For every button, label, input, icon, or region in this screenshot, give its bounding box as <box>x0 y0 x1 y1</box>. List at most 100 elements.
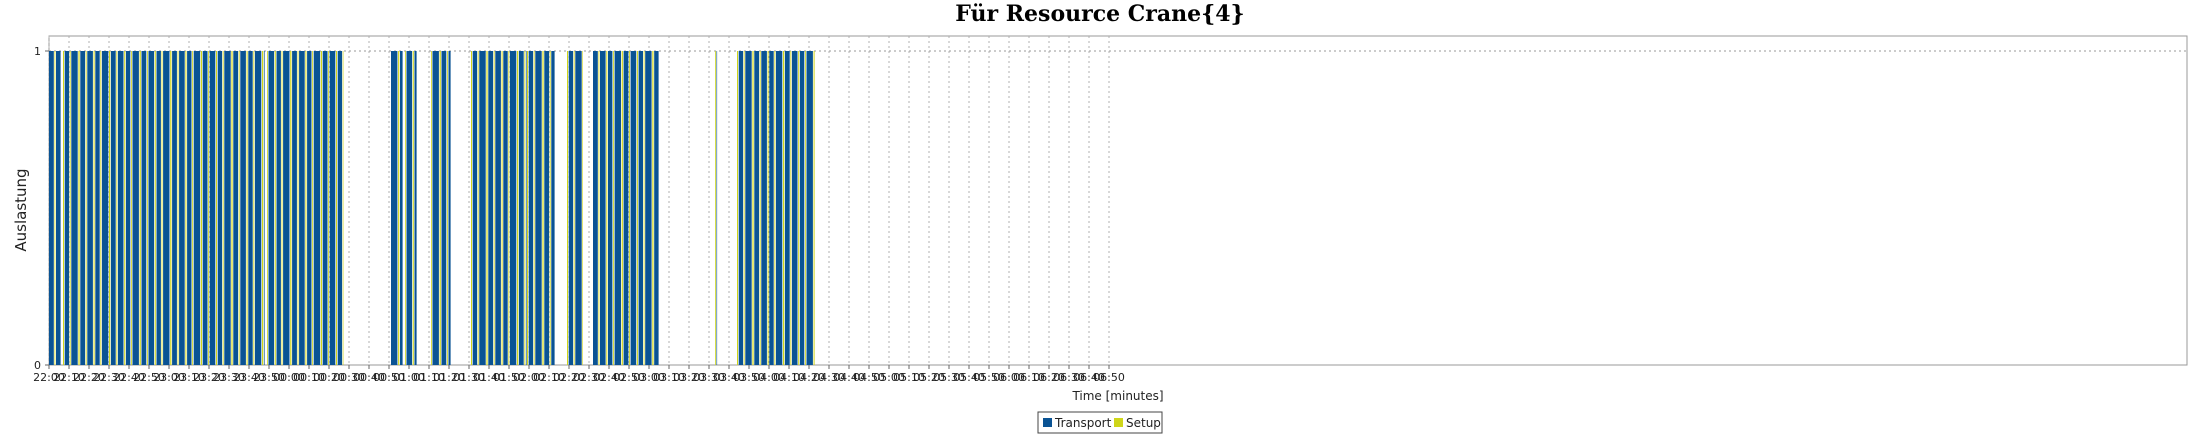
setup-bar <box>783 51 785 365</box>
transport-bar <box>209 51 216 365</box>
transport-bar <box>775 51 783 365</box>
transport-bar <box>593 51 598 365</box>
transport-bar <box>784 51 790 365</box>
transport-bar <box>313 51 321 365</box>
setup-bar <box>471 51 472 365</box>
x-tick-label: 03:40 <box>713 371 745 384</box>
transport-bar <box>268 51 275 365</box>
setup-bar <box>192 51 193 365</box>
setup-bar <box>342 51 344 365</box>
transport-bar <box>568 51 574 365</box>
transport-bar <box>414 51 417 365</box>
transport-bar <box>179 51 185 365</box>
transport-bar <box>406 51 413 365</box>
x-axis: 22:0022:1022:2022:3022:4022:5023:0023:10… <box>33 365 1125 384</box>
x-tick-label: 06:00 <box>993 371 1025 384</box>
x-tick-label: 22:50 <box>133 371 165 384</box>
x-tick-label: 01:20 <box>433 371 465 384</box>
setup-bar <box>737 51 738 365</box>
x-tick-label: 06:50 <box>1093 371 1125 384</box>
setup-bar <box>85 51 87 365</box>
setup-bar <box>170 51 172 365</box>
transport-bar <box>479 51 486 365</box>
x-tick-label: 02:50 <box>613 371 645 384</box>
x-tick-label: 00:00 <box>273 371 305 384</box>
transport-bar <box>769 51 774 365</box>
x-tick-label: 23:10 <box>173 371 205 384</box>
transport-bar <box>101 51 109 365</box>
setup-bar <box>267 51 268 365</box>
setup-bar <box>238 51 240 365</box>
setup-bar <box>154 51 156 365</box>
setup-bar <box>517 51 519 365</box>
setup-bar <box>743 51 745 365</box>
setup-bar <box>636 51 638 365</box>
x-tick-label: 05:30 <box>933 371 965 384</box>
transport-bar <box>432 51 439 365</box>
transport-bar <box>329 51 336 365</box>
x-tick-label: 04:30 <box>813 371 845 384</box>
setup-bar <box>398 51 400 365</box>
transport-bar <box>172 51 177 365</box>
transport-bar <box>544 51 550 365</box>
transport-bar <box>799 51 805 365</box>
legend-swatch-setup <box>1114 418 1123 427</box>
setup-bar <box>253 51 255 365</box>
setup-bar <box>336 51 337 365</box>
transport-bar <box>80 51 86 365</box>
setup-bar <box>533 51 535 365</box>
transport-bar <box>337 51 343 365</box>
setup-bar <box>652 51 654 365</box>
transport-bar <box>141 51 147 365</box>
setup-bar <box>200 51 202 365</box>
x-tick-label: 06:30 <box>1053 371 1085 384</box>
legend-box <box>1037 411 1163 434</box>
transport-bar <box>623 51 629 365</box>
setup-bar <box>643 51 645 365</box>
transport-bar <box>472 51 478 365</box>
x-tick-label: 02:20 <box>553 371 585 384</box>
transport-bar <box>56 51 61 365</box>
transport-bar <box>441 51 447 365</box>
x-tick-label: 01:30 <box>453 371 485 384</box>
setup-bar <box>629 51 630 365</box>
setup-bar <box>582 51 583 365</box>
x-tick-label: 00:40 <box>353 371 385 384</box>
setup-bar <box>177 51 179 365</box>
transport-bar <box>248 51 253 365</box>
setup-bar <box>246 51 248 365</box>
setup-bar <box>231 51 233 365</box>
x-tick-label: 06:10 <box>1013 371 1045 384</box>
setup-bar <box>715 51 716 365</box>
x-tick-label: 02:10 <box>533 371 565 384</box>
transport-bar <box>600 51 606 365</box>
x-tick-label: 05:00 <box>873 371 905 384</box>
transport-bar <box>95 51 100 365</box>
setup-bar <box>274 51 276 365</box>
transport-bar <box>254 51 262 365</box>
setup-bar <box>767 51 769 365</box>
x-tick-label: 22:30 <box>93 371 125 384</box>
transport-bar <box>307 51 312 365</box>
setup-bar <box>477 51 479 365</box>
transport-bar <box>503 51 508 365</box>
x-tick-label: 01:50 <box>493 371 525 384</box>
setup-bar <box>439 51 441 365</box>
transport-bar <box>87 51 93 365</box>
transport-bar <box>754 51 760 365</box>
x-tick-label: 23:20 <box>193 371 225 384</box>
setup-bar <box>501 51 503 365</box>
setup-bar <box>320 51 322 365</box>
setup-bar <box>549 51 551 365</box>
x-tick-label: 23:50 <box>253 371 285 384</box>
transport-bar <box>263 51 265 365</box>
transport-bar <box>292 51 297 365</box>
legend-label-transport: Transport <box>1054 416 1112 430</box>
setup-bar <box>328 51 329 365</box>
transport-bar <box>71 51 78 365</box>
x-tick-label: 06:20 <box>1033 371 1065 384</box>
y-tick-label: 1 <box>34 45 41 58</box>
plot-area <box>48 35 2188 366</box>
transport-bar <box>400 51 403 365</box>
